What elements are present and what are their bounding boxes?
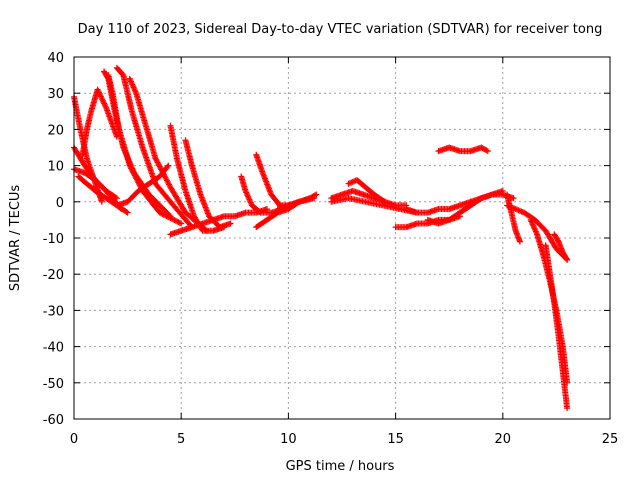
data-point — [98, 198, 105, 205]
x-tick-label: 0 — [70, 432, 78, 447]
data-point — [156, 209, 163, 216]
data-point — [101, 101, 108, 108]
series-arc12 — [182, 137, 234, 231]
y-tick-label: 20 — [47, 123, 64, 138]
data-point — [95, 89, 102, 96]
data-point — [227, 220, 234, 227]
data-point — [94, 86, 101, 93]
x-tick-labels: 0 5 10 15 20 25 — [70, 432, 618, 447]
data-point — [313, 191, 320, 198]
x-tick-label: 25 — [602, 432, 619, 447]
series-arc13 — [167, 216, 217, 238]
y-tick-label: 30 — [47, 87, 64, 102]
x-tick-label: 10 — [280, 432, 297, 447]
data-point — [124, 209, 131, 216]
data-point — [484, 148, 491, 155]
data-point — [311, 192, 318, 199]
y-tick-label: -20 — [43, 268, 64, 283]
series-arc25 — [435, 144, 491, 155]
data-point — [483, 147, 490, 154]
data-point — [563, 255, 570, 262]
y-tick-labels: 40 30 20 10 0 -10 -20 -30 -40 -50 -60 — [43, 51, 64, 428]
data-point — [176, 219, 183, 226]
data-point — [170, 216, 177, 223]
data-point — [97, 93, 104, 100]
data-point — [159, 211, 166, 218]
grid-lines — [74, 57, 610, 419]
data-point — [95, 87, 102, 94]
data-marks — [71, 64, 571, 412]
data-point — [98, 94, 105, 101]
data-point — [178, 220, 185, 227]
data-point — [158, 210, 165, 217]
data-point — [100, 99, 107, 106]
series-arc9 — [126, 75, 210, 234]
y-tick-label: -10 — [43, 232, 64, 247]
data-point — [164, 163, 171, 170]
series-arc8 — [113, 64, 195, 231]
y-tick-label: -40 — [43, 341, 64, 356]
y-tick-label: -60 — [43, 413, 64, 428]
data-point — [167, 215, 174, 222]
data-point — [96, 90, 103, 97]
data-point — [256, 208, 263, 215]
data-point — [162, 212, 169, 219]
data-point — [516, 238, 523, 245]
data-point — [97, 92, 104, 99]
data-point — [166, 214, 173, 221]
data-point — [99, 97, 106, 104]
series-arc32 — [551, 231, 571, 263]
series-arc31 — [542, 242, 571, 412]
data-point — [160, 211, 167, 218]
data-point — [164, 213, 171, 220]
x-tick-label: 20 — [495, 432, 512, 447]
x-axis-label: GPS time / hours — [286, 459, 395, 474]
data-point — [172, 217, 179, 224]
y-axis-label: SDTVAR / TECUs — [8, 185, 23, 292]
series-arc4 — [75, 173, 131, 216]
data-point — [171, 217, 178, 224]
series-arc10 — [113, 162, 172, 209]
data-point — [174, 218, 181, 225]
chart-title: Day 110 of 2023, Sidereal Day-to-day VTE… — [78, 22, 603, 37]
series-arc16 — [253, 151, 303, 209]
axis-ticks — [73, 56, 611, 420]
y-tick-label: -30 — [43, 304, 64, 319]
data-point — [168, 215, 175, 222]
data-point — [99, 96, 106, 103]
data-point — [102, 103, 109, 110]
y-tick-label: -50 — [43, 377, 64, 392]
data-point — [510, 195, 517, 202]
data-point — [165, 162, 172, 169]
data-point — [163, 213, 170, 220]
data-point — [101, 100, 108, 107]
data-point — [123, 208, 130, 215]
data-point — [175, 219, 182, 226]
series-arc11 — [167, 122, 228, 234]
y-tick-label: 10 — [47, 160, 64, 175]
y-tick-label: 0 — [56, 196, 64, 211]
x-tick-label: 15 — [387, 432, 404, 447]
x-tick-label: 5 — [177, 432, 185, 447]
data-point — [564, 256, 571, 263]
data-point — [564, 405, 571, 412]
y-tick-label: 40 — [47, 51, 64, 66]
series-arc5 — [79, 86, 120, 158]
series-arc7 — [105, 72, 185, 227]
series-arc18 — [274, 191, 320, 213]
